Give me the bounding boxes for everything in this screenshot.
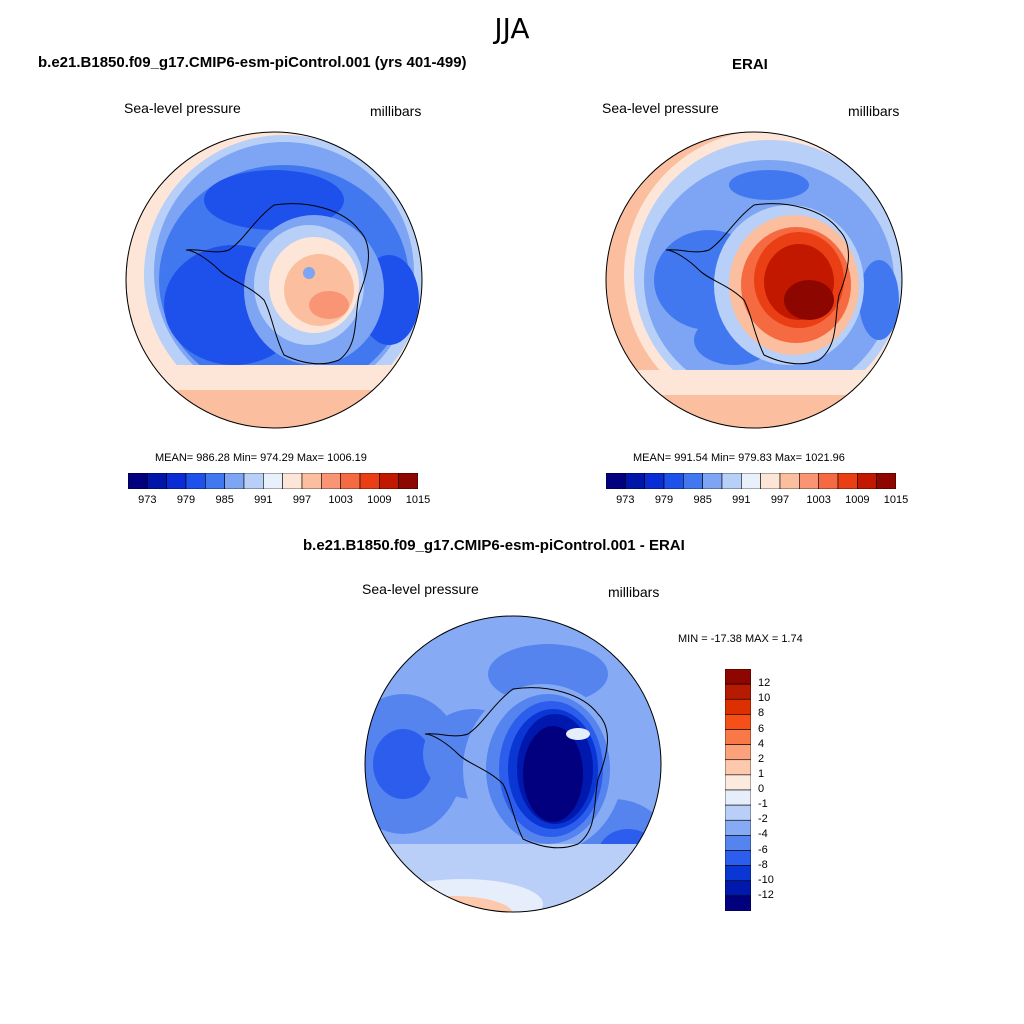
colorbar-tick-label: 997 xyxy=(770,494,790,506)
colorbar-tick-label: 1003 xyxy=(806,494,831,506)
colorbar-box xyxy=(359,473,380,489)
colorbar-tick-label: 973 xyxy=(616,494,635,506)
obs-colorbar-ticks: 973 979 985 991 997 1003 1009 1015 xyxy=(606,494,908,508)
colorbar-box xyxy=(725,804,751,821)
colorbar-box xyxy=(725,865,751,882)
colorbar-tick-label: 991 xyxy=(254,494,273,506)
obs-polar-map xyxy=(605,131,903,429)
colorbar-box xyxy=(725,698,751,715)
colorbar-box xyxy=(725,683,751,700)
colorbar-tick-label: -10 xyxy=(758,873,774,886)
colorbar-tick-label: 6 xyxy=(758,722,765,735)
colorbar-box xyxy=(725,895,751,911)
colorbar-tick-label: 1015 xyxy=(405,494,431,506)
colorbar-box xyxy=(876,473,896,489)
colorbar-box xyxy=(340,473,361,489)
season-title: JJA xyxy=(494,12,530,45)
colorbar-box xyxy=(725,729,751,745)
colorbar-tick-label: -4 xyxy=(758,828,768,841)
colorbar-tick-label: 985 xyxy=(215,494,234,506)
colorbar-box xyxy=(837,473,858,489)
colorbar-tick-label: 1003 xyxy=(328,494,353,506)
diff-colorbar-ticks: 12 10 8 6 4 2 1 0 -1 -2 -4 -6 -8 -10 -12 xyxy=(758,669,798,911)
colorbar-tick-label: 1015 xyxy=(883,494,909,506)
model-colorbar-ticks: 973 979 985 991 997 1003 1009 1015 xyxy=(128,494,430,508)
obs-stats: MEAN= 991.54 Min= 979.83 Max= 1021.96 xyxy=(633,452,845,464)
diff-stats: MIN = -17.38 MAX = 1.74 xyxy=(678,633,803,645)
colorbar-box xyxy=(663,473,684,489)
diff-colorbar xyxy=(725,669,751,911)
model-stats: MEAN= 986.28 Min= 974.29 Max= 1006.19 xyxy=(155,452,367,464)
colorbar-box xyxy=(379,473,399,489)
colorbar-tick-label: -1 xyxy=(758,798,768,811)
colorbar-box xyxy=(683,473,703,489)
colorbar-box xyxy=(818,473,839,489)
colorbar-box xyxy=(725,759,751,776)
colorbar-box xyxy=(725,789,751,806)
colorbar-tick-label: 973 xyxy=(138,494,157,506)
colorbar-box xyxy=(725,669,751,685)
colorbar-tick-label: 0 xyxy=(758,783,765,795)
diff-units-label: millibars xyxy=(608,584,660,600)
colorbar-box xyxy=(282,473,303,489)
colorbar-tick-label: 991 xyxy=(732,494,751,506)
colorbar-tick-label: -8 xyxy=(758,858,768,871)
colorbar-box xyxy=(725,819,751,836)
colorbar-box xyxy=(398,473,418,489)
colorbar-box xyxy=(224,473,245,489)
colorbar-tick-label: 12 xyxy=(758,677,771,690)
model-field-label: Sea-level pressure xyxy=(124,100,241,116)
colorbar-tick-label: 4 xyxy=(758,737,765,750)
colorbar-tick-label: 979 xyxy=(176,494,196,506)
colorbar-box xyxy=(166,473,187,489)
colorbar-box xyxy=(263,473,283,489)
colorbar-tick-label: 8 xyxy=(758,707,765,720)
model-units-label: millibars xyxy=(370,103,422,119)
colorbar-box xyxy=(644,473,665,489)
colorbar-box xyxy=(725,744,751,761)
model-colorbar xyxy=(128,473,418,489)
obs-colorbar xyxy=(606,473,896,489)
colorbar-box xyxy=(725,774,751,791)
colorbar-box xyxy=(205,473,225,489)
obs-units-label: millibars xyxy=(848,103,900,119)
colorbar-tick-label: 1009 xyxy=(367,494,392,506)
colorbar-box xyxy=(779,473,800,489)
colorbar-box xyxy=(725,714,751,730)
colorbar-box xyxy=(721,473,742,489)
colorbar-box xyxy=(301,473,322,489)
colorbar-box xyxy=(725,880,751,897)
colorbar-box xyxy=(625,473,645,489)
colorbar-tick-label: -12 xyxy=(758,888,774,901)
colorbar-tick-label: 10 xyxy=(758,692,771,705)
obs-panel-title: ERAI xyxy=(732,56,768,73)
colorbar-box xyxy=(760,473,781,489)
colorbar-tick-label: -2 xyxy=(758,813,768,826)
colorbar-tick-label: 1009 xyxy=(845,494,870,506)
colorbar-tick-label: -6 xyxy=(758,843,768,856)
colorbar-box xyxy=(185,473,206,489)
model-polar-map xyxy=(125,131,423,429)
colorbar-tick-label: 1 xyxy=(758,767,765,780)
colorbar-box xyxy=(128,473,148,489)
colorbar-box xyxy=(147,473,167,489)
colorbar-tick-label: 2 xyxy=(758,752,765,765)
colorbar-tick-label: 985 xyxy=(693,494,712,506)
colorbar-box xyxy=(606,473,626,489)
diff-field-label: Sea-level pressure xyxy=(362,581,479,597)
colorbar-box xyxy=(243,473,264,489)
colorbar-box xyxy=(702,473,723,489)
obs-field-label: Sea-level pressure xyxy=(602,100,719,116)
colorbar-box xyxy=(857,473,877,489)
colorbar-box xyxy=(725,850,751,866)
colorbar-box xyxy=(799,473,819,489)
colorbar-box xyxy=(741,473,761,489)
colorbar-tick-label: 979 xyxy=(654,494,674,506)
colorbar-box xyxy=(725,835,751,851)
diff-polar-map xyxy=(364,615,662,913)
colorbar-box xyxy=(321,473,341,489)
diff-panel-title: b.e21.B1850.f09_g17.CMIP6-esm-piControl.… xyxy=(303,537,685,554)
model-panel-title: b.e21.B1850.f09_g17.CMIP6-esm-piControl.… xyxy=(38,54,467,71)
colorbar-tick-label: 997 xyxy=(292,494,312,506)
